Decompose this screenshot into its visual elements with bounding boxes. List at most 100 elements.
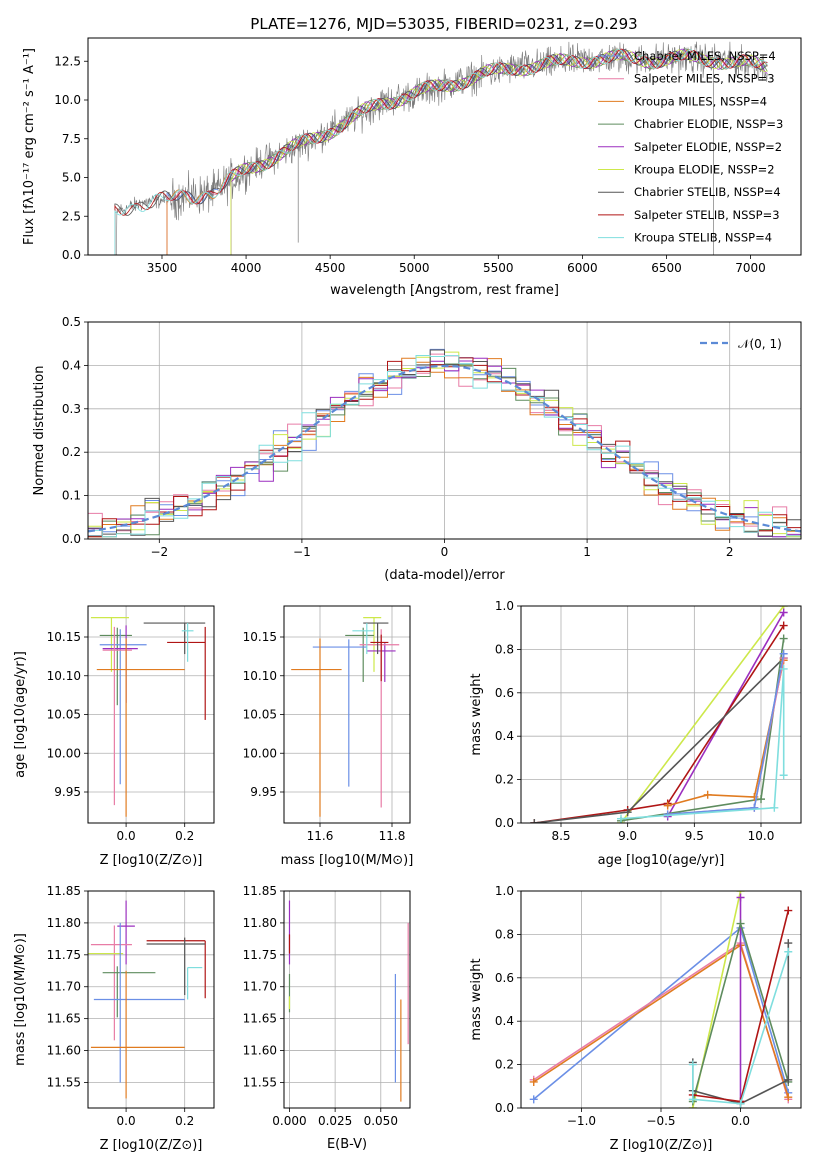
x-tick-label: 4000 xyxy=(231,261,262,275)
y-tick-label: 0.3 xyxy=(62,402,81,416)
plot-area xyxy=(88,900,206,1099)
x-axis-label: E(B-V) xyxy=(327,1137,367,1152)
y-tick-label: 11.80 xyxy=(47,916,81,930)
legend-entry: Chabrier MILES, NSSP=4 xyxy=(634,49,776,63)
legend-entry: Kroupa STELIB, NSSP=4 xyxy=(634,231,772,245)
legend-entry: Salpeter STELIB, NSSP=3 xyxy=(634,208,780,222)
weight-marker xyxy=(779,664,788,673)
axes-frame xyxy=(283,605,411,824)
y-tick-label: 0.0 xyxy=(62,248,81,262)
x-tick-label: −1.0 xyxy=(567,1114,596,1128)
x-tick-label: 0 xyxy=(441,545,449,559)
x-tick-label: 0.0 xyxy=(731,1114,750,1128)
x-axis-label: Z [log10(Z/Z⊙)] xyxy=(610,1138,713,1153)
x-tick-label: −0.5 xyxy=(646,1114,675,1128)
x-axis-label: mass [log10(M/M⊙)] xyxy=(281,853,414,868)
weight-marker xyxy=(757,795,765,804)
y-tick-label: 12.5 xyxy=(54,54,81,68)
x-tick-label: −2 xyxy=(150,545,168,559)
x-tick-label: 11.8 xyxy=(379,829,406,843)
weight-vs-metallicity-panel: −1.0 −0.5 0.0 0.0 0.2 0.4 0.6 0.8 1.0 Z [log10(Z/… xyxy=(469,884,802,1153)
y-tick-label: 0.1 xyxy=(62,489,81,503)
y-tick-label: 2.5 xyxy=(62,209,81,223)
y-tick-label: 7.5 xyxy=(62,132,81,146)
weight-marker xyxy=(623,808,632,817)
x-tick-label: 3500 xyxy=(147,261,178,275)
x-tick-label: 0.0 xyxy=(117,829,136,843)
y-tick-label: 11.85 xyxy=(243,884,277,898)
residual-histogram-panel: −2 −1 0 1 2 0.0 0.1 0.2 0.3 0.4 0.5 (data-model)/er… xyxy=(32,315,802,583)
weight-marker xyxy=(529,1077,538,1086)
weight-marker xyxy=(688,1060,697,1069)
x-tick-label: 7000 xyxy=(735,261,766,275)
legend-entry: Chabrier ELODIE, NSSP=3 xyxy=(634,117,783,131)
x-tick-label: 5000 xyxy=(399,261,430,275)
y-tick-label: 10.00 xyxy=(47,746,81,760)
y-tick-label: 0.4 xyxy=(495,1014,514,1028)
figure-title: PLATE=1276, MJD=53035, FIBERID=0231, z=0… xyxy=(250,15,637,33)
y-tick-label: 11.65 xyxy=(243,1012,277,1026)
plot-area xyxy=(114,41,768,255)
axes-frame xyxy=(87,605,215,824)
plot-area xyxy=(288,900,409,1102)
y-tick-label: 1.0 xyxy=(495,884,514,898)
y-tick-label: 0.0 xyxy=(495,1101,514,1115)
weight-marker xyxy=(663,801,672,810)
spectrum-panel: 3500 4000 4500 5000 5500 6000 6500 7000 0.0 2.5 5.… xyxy=(22,37,802,298)
x-tick-label: 6000 xyxy=(567,261,598,275)
x-tick-label: 2 xyxy=(726,545,734,559)
x-tick-label: −1 xyxy=(293,545,311,559)
legend-entry: Kroupa ELODIE, NSSP=2 xyxy=(634,163,775,177)
axes-frame xyxy=(520,605,802,824)
weight-marker xyxy=(770,803,779,812)
weight-marker xyxy=(529,1095,538,1104)
y-tick-label: 10.0 xyxy=(54,93,81,107)
weight-marker xyxy=(750,803,759,812)
weight-series-line xyxy=(667,653,785,816)
x-tick-label: 9.0 xyxy=(618,829,637,843)
y-axis-label: age [log10(age/yr)] xyxy=(13,651,28,778)
y-tick-label: 11.75 xyxy=(243,948,277,962)
y-tick-label: 11.70 xyxy=(47,980,81,994)
y-axis-label: mass weight xyxy=(469,673,484,755)
y-tick-label: 10.15 xyxy=(47,630,81,644)
legend-entry: Kroupa MILES, NSSP=4 xyxy=(634,94,767,108)
weight-vs-age-panel: 8.5 9.0 9.5 10.0 0.0 0.2 0.4 0.6 0.8 1.0 age [log1… xyxy=(469,599,802,868)
y-tick-label: 11.60 xyxy=(47,1044,81,1058)
plot-area xyxy=(530,606,788,823)
model-fit-line xyxy=(166,48,768,255)
plot-area xyxy=(291,617,400,817)
weight-marker xyxy=(663,810,672,819)
residual-step-line xyxy=(88,349,801,537)
normal-curve-line xyxy=(88,364,801,533)
weight-marker xyxy=(703,790,712,799)
weight-marker xyxy=(779,634,788,643)
y-tick-label: 10.05 xyxy=(47,708,81,722)
plot-area xyxy=(88,348,801,538)
x-tick-label: 0.0 xyxy=(117,1114,136,1128)
axes-frame xyxy=(87,890,215,1109)
residual-step-line xyxy=(88,351,801,538)
residual-step-line xyxy=(88,355,801,538)
plot-area xyxy=(529,891,793,1108)
y-tick-label: 9.95 xyxy=(54,785,81,799)
y-tick-label: 0.6 xyxy=(495,686,514,700)
x-axis-label: Z [log10(Z/Z⊙)] xyxy=(100,853,203,868)
y-axis-label: mass weight xyxy=(469,958,484,1040)
y-tick-label: 11.55 xyxy=(47,1075,81,1089)
x-tick-label: 1 xyxy=(583,545,591,559)
y-tick-label: 11.85 xyxy=(47,884,81,898)
axes-frame xyxy=(283,890,411,1109)
plot-area xyxy=(90,617,206,817)
weight-marker xyxy=(784,939,793,948)
model-fit-line xyxy=(114,48,768,255)
model-fit-line xyxy=(114,48,768,255)
y-tick-label: 0.2 xyxy=(495,773,514,787)
y-tick-label: 10.00 xyxy=(243,746,277,760)
y-tick-label: 0.8 xyxy=(495,927,514,941)
weight-marker xyxy=(736,1099,745,1108)
legend-entry: Salpeter MILES, NSSP=3 xyxy=(634,72,775,86)
weight-marker xyxy=(784,906,793,915)
y-tick-label: 1.0 xyxy=(495,599,514,613)
